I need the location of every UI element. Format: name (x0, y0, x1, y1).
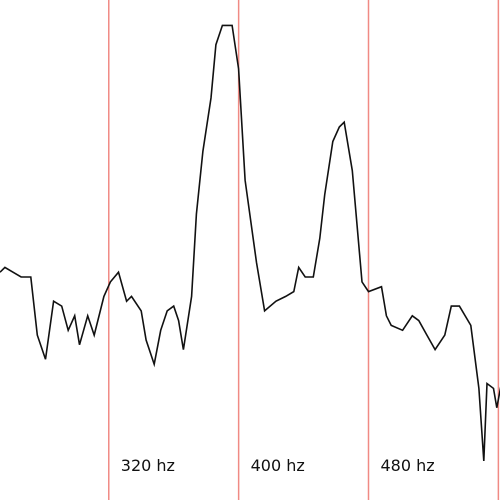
frequency-tick-label: 400 hz (251, 456, 305, 475)
frequency-tick-label: 480 hz (381, 456, 435, 475)
frequency-tick-label: 320 hz (121, 456, 175, 475)
spectrum-trace (0, 24, 500, 462)
frequency-marker-lines (108, 0, 500, 500)
